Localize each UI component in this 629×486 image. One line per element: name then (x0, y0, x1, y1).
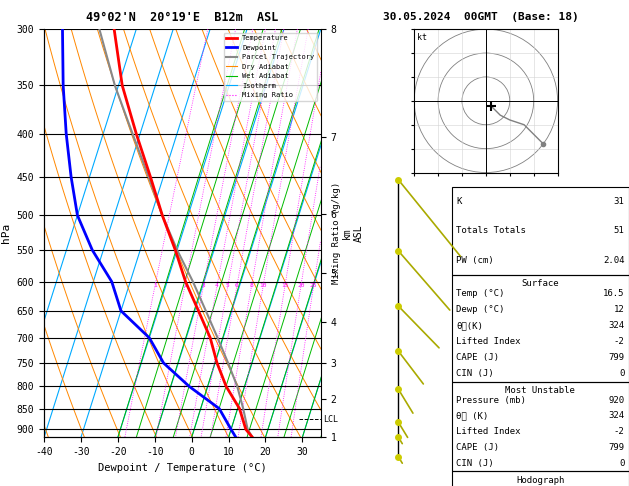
Text: 31: 31 (614, 197, 625, 206)
Text: 12: 12 (614, 305, 625, 314)
Text: Mixing Ratio (g/kg): Mixing Ratio (g/kg) (332, 182, 341, 284)
Text: 5: 5 (226, 283, 230, 288)
Text: CAPE (J): CAPE (J) (456, 443, 499, 452)
Text: 20: 20 (297, 283, 304, 288)
Text: 51: 51 (614, 226, 625, 235)
Text: 25: 25 (310, 283, 318, 288)
Text: Most Unstable: Most Unstable (505, 386, 576, 396)
Text: CIN (J): CIN (J) (456, 459, 494, 468)
Text: θᴄ (K): θᴄ (K) (456, 412, 488, 420)
Title: 49°02'N  20°19'E  B12m  ASL: 49°02'N 20°19'E B12m ASL (86, 11, 279, 24)
Bar (452, 471, 629, 486)
Y-axis label: hPa: hPa (1, 223, 11, 243)
Text: 0: 0 (619, 459, 625, 468)
Text: 6: 6 (235, 283, 239, 288)
Text: Dewp (°C): Dewp (°C) (456, 305, 504, 314)
Text: -2: -2 (614, 427, 625, 436)
Text: kt: kt (417, 34, 427, 42)
Text: 799: 799 (608, 353, 625, 362)
Text: 0: 0 (619, 369, 625, 378)
Text: Hodograph: Hodograph (516, 476, 564, 486)
Text: Lifted Index: Lifted Index (456, 427, 521, 436)
Text: 16.5: 16.5 (603, 289, 625, 298)
Text: -2: -2 (614, 337, 625, 346)
Text: Pressure (mb): Pressure (mb) (456, 396, 526, 405)
Text: 324: 324 (608, 321, 625, 330)
Text: 1: 1 (153, 283, 157, 288)
X-axis label: Dewpoint / Temperature (°C): Dewpoint / Temperature (°C) (98, 463, 267, 473)
Text: θᴄ(K): θᴄ(K) (456, 321, 483, 330)
Text: 920: 920 (608, 396, 625, 405)
Text: 4: 4 (215, 283, 219, 288)
Text: 10: 10 (259, 283, 267, 288)
Text: 324: 324 (608, 412, 625, 420)
Text: 30.05.2024  00GMT  (Base: 18): 30.05.2024 00GMT (Base: 18) (383, 12, 579, 22)
Text: Surface: Surface (521, 279, 559, 289)
Text: 2: 2 (183, 283, 187, 288)
Text: PW (cm): PW (cm) (456, 256, 494, 264)
Text: LCL: LCL (323, 415, 338, 424)
Text: 8: 8 (250, 283, 253, 288)
Text: Temp (°C): Temp (°C) (456, 289, 504, 298)
Text: K: K (456, 197, 462, 206)
Text: Lifted Index: Lifted Index (456, 337, 521, 346)
Text: 15: 15 (281, 283, 289, 288)
Text: CIN (J): CIN (J) (456, 369, 494, 378)
Text: Totals Totals: Totals Totals (456, 226, 526, 235)
Bar (452, 275, 629, 382)
Text: 3: 3 (201, 283, 205, 288)
Text: 2.04: 2.04 (603, 256, 625, 264)
Bar (452, 382, 629, 471)
Text: CAPE (J): CAPE (J) (456, 353, 499, 362)
Text: 799: 799 (608, 443, 625, 452)
Bar (452, 187, 629, 275)
Y-axis label: km
ASL: km ASL (342, 225, 364, 242)
Legend: Temperature, Dewpoint, Parcel Trajectory, Dry Adiabat, Wet Adiabat, Isotherm, Mi: Temperature, Dewpoint, Parcel Trajectory… (223, 33, 317, 101)
